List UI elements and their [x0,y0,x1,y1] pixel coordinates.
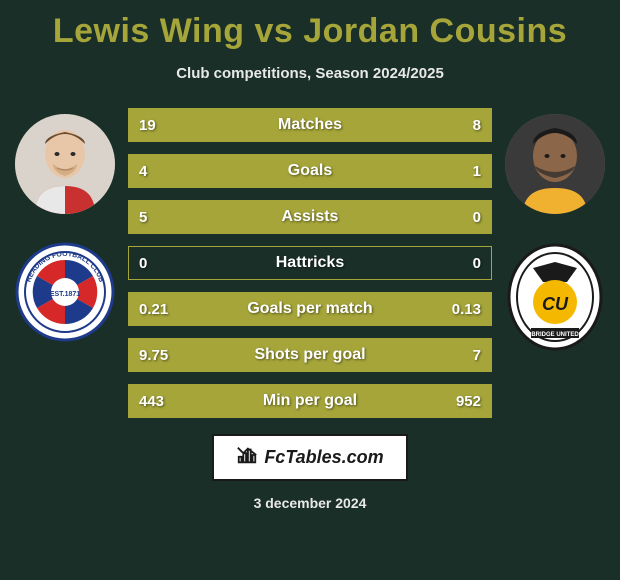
main-area: EST.1871 READING FOOTBALL CLUB 19Matches… [0,108,620,418]
stat-row: 0Hattricks0 [128,246,492,280]
svg-text:BRIDGE UNITED: BRIDGE UNITED [531,332,579,338]
comparison-card: Lewis Wing vs Jordan Cousins Club compet… [0,0,620,580]
right-column: CU BRIDGE UNITED [500,108,610,418]
player-right-avatar [505,114,605,214]
stat-row: 443Min per goal952 [128,384,492,418]
left-column: EST.1871 READING FOOTBALL CLUB [10,108,120,418]
stat-label: Matches [129,116,491,134]
date-text: 3 december 2024 [254,495,367,511]
stat-value-right: 0 [473,255,481,272]
subtitle: Club competitions, Season 2024/2025 [176,65,444,82]
stats-column: 19Matches84Goals15Assists00Hattricks00.2… [120,108,500,418]
player-left-avatar [15,114,115,214]
svg-text:EST.1871: EST.1871 [50,291,80,298]
stat-row: 9.75Shots per goal7 [128,338,492,372]
chart-icon [236,444,258,471]
stat-label: Min per goal [129,392,491,410]
stat-value-right: 0.13 [452,301,481,318]
stat-row: 5Assists0 [128,200,492,234]
stat-row: 4Goals1 [128,154,492,188]
stat-label: Goals [129,162,491,180]
stat-value-right: 8 [473,117,481,134]
stat-value-right: 952 [456,393,481,410]
stat-label: Goals per match [129,300,491,318]
stat-label: Hattricks [129,254,491,272]
stat-value-right: 7 [473,347,481,364]
svg-text:CU: CU [542,294,569,314]
stat-row: 0.21Goals per match0.13 [128,292,492,326]
stat-value-right: 0 [473,209,481,226]
club-left-badge: EST.1871 READING FOOTBALL CLUB [15,242,115,352]
club-right-badge: CU BRIDGE UNITED [505,242,605,352]
stat-label: Assists [129,208,491,226]
brand-text: FcTables.com [264,447,383,468]
stat-label: Shots per goal [129,346,491,364]
page-title: Lewis Wing vs Jordan Cousins [53,12,567,51]
stat-value-right: 1 [473,163,481,180]
brand-badge: FcTables.com [212,434,407,481]
stat-row: 19Matches8 [128,108,492,142]
